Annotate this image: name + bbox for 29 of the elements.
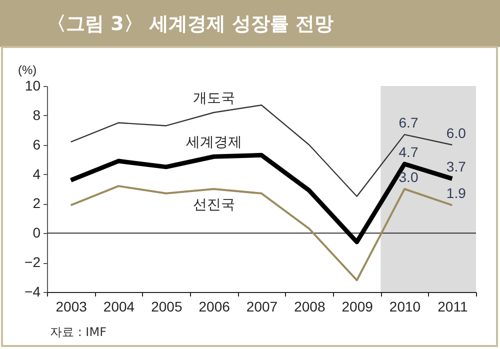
- x-tick-label: 2006: [198, 298, 230, 314]
- x-tick-label: 2007: [246, 298, 278, 314]
- series-label: 선진국: [192, 197, 235, 213]
- series-label: 개도국: [192, 90, 235, 106]
- series-label: 세계경제: [186, 134, 242, 151]
- y-tick-label: −2: [24, 254, 41, 270]
- y-tick-label: 10: [24, 78, 41, 94]
- data-label: 6.7: [398, 114, 418, 131]
- y-tick-label: 2: [32, 195, 41, 212]
- y-tick-label: 6: [32, 136, 41, 152]
- y-tick-label: 8: [32, 106, 41, 123]
- x-tick-label: 2004: [103, 298, 135, 314]
- x-tick-label: 2010: [389, 298, 421, 314]
- data-label: 3.0: [398, 169, 418, 185]
- x-tick-label: 2011: [438, 298, 468, 314]
- x-tick-label: 2009: [342, 298, 374, 314]
- y-axis-title: (%): [18, 63, 37, 77]
- text: 자료 : IMF: [50, 325, 107, 339]
- data-label: 4.7: [398, 144, 418, 160]
- x-tick-label: 2003: [56, 298, 88, 314]
- y-tick-label: 0: [32, 224, 41, 241]
- data-label: 3.7: [446, 158, 466, 175]
- y-tick-label: −4: [24, 284, 41, 300]
- chart-title: 〈그림 3〉 세계경제 성장률 전망: [47, 13, 334, 35]
- x-tick-label: 2008: [294, 298, 326, 314]
- data-label: 1.9: [446, 185, 466, 202]
- data-label: 6.0: [446, 124, 466, 141]
- y-tick-label: 4: [32, 166, 41, 182]
- x-tick-label: 2005: [151, 298, 182, 314]
